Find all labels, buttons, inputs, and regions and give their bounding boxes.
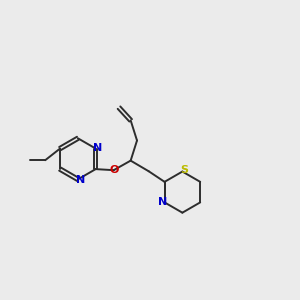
Text: N: N [76,175,85,185]
Text: N: N [158,197,168,207]
Text: S: S [180,165,188,175]
Text: O: O [110,165,119,175]
Text: N: N [93,143,103,153]
